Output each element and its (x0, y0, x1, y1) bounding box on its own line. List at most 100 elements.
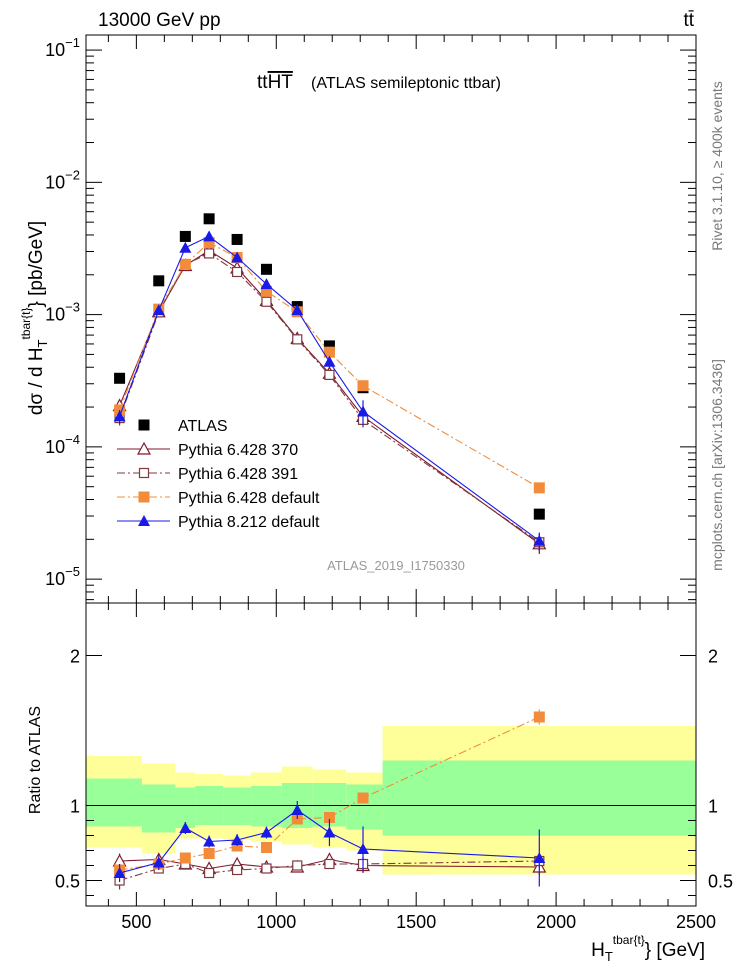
main-data-point (260, 263, 272, 275)
ratio-data-point (323, 826, 336, 838)
legend-label: Pythia 8.212 default (178, 514, 320, 531)
main-data-point (292, 334, 303, 345)
main-data-point (179, 230, 191, 242)
main-data-point (357, 405, 370, 417)
energy-label: 13000 GeV pp (98, 10, 221, 31)
main-panel: 10−1 10−2 10−3 10−4 10−5 ttHT (ATLAS semilep… (19, 34, 697, 604)
legend: ATLAS Pythia 6.428 370 Pythia 6.428 391 Pyt… (117, 418, 320, 531)
main-data-point (231, 233, 243, 245)
legend-item: Pythia 8.212 default (117, 514, 320, 531)
ratio-data-point (324, 858, 335, 870)
uncertainty-band-inner (175, 787, 196, 828)
main-data-point (260, 278, 273, 290)
x-tick-label: 1000 (256, 912, 296, 932)
x-tick-label: 2500 (676, 912, 716, 932)
ratio-data-point (260, 842, 272, 853)
legend-item: ATLAS (138, 418, 228, 435)
ratio-y-tick-label-right: 1 (708, 797, 718, 817)
legend-marker (136, 441, 152, 455)
ratio-series-line (119, 809, 540, 874)
ratio-data-point (204, 867, 215, 879)
main-data-point (204, 248, 215, 259)
ratio-panel: 0.5 0.51 12 2500 1000 1500 2000 2500 Ratio to A… (27, 602, 733, 964)
process-label: tt̄ (683, 10, 694, 31)
main-data-point (533, 508, 545, 520)
main-data-point (261, 296, 272, 307)
legend-marker (138, 467, 150, 479)
uncertainty-band-inner (141, 784, 176, 833)
x-axis-label: HTtbar{t}} [GeV] (591, 933, 705, 964)
ratio-data-point (203, 835, 216, 847)
main-data-point (114, 372, 126, 384)
plot-title-main: tt (257, 72, 268, 93)
uncertainty-band-inner (251, 786, 282, 827)
ratio-series-line (119, 860, 540, 882)
ratio-data-point (203, 848, 215, 859)
ratio-series-line (119, 858, 540, 870)
y-axis-label: dσ / d HTtbar{t}} [pb/GeV] (19, 221, 50, 415)
x-tick-label: 1500 (396, 912, 436, 932)
ratio-data-point (260, 826, 273, 838)
legend-label: Pythia 6.428 default (178, 490, 320, 507)
main-series-1 (112, 243, 547, 554)
ratio-data-point (323, 812, 335, 823)
ratio-series-3 (113, 801, 546, 887)
ratio-y-tick-label: 2 (70, 647, 80, 667)
ratio-frame (85, 602, 697, 907)
main-series-line (119, 252, 540, 543)
main-data-point (533, 482, 545, 494)
ratio-data-point (179, 822, 192, 833)
rivet-version-label: Rivet 3.1.10, ≥ 400k events (709, 81, 725, 251)
x-tick-label: 2000 (536, 912, 576, 932)
ratio-data-point (232, 864, 243, 876)
y-tick-label: 10−5 (45, 564, 80, 589)
legend-marker (138, 419, 150, 431)
y-tick-label: 10−3 (45, 300, 80, 325)
ratio-data-point (533, 711, 545, 723)
legend-marker (138, 515, 150, 526)
main-data-point (324, 369, 335, 381)
uncertainty-band-inner (382, 760, 696, 836)
main-data-point (152, 304, 165, 316)
main-data-point (323, 340, 335, 352)
plot-subtitle: (ATLAS semileptonic ttbar) (311, 75, 501, 92)
plot-title-overline: HT (268, 72, 294, 93)
ratio-y-tick-label: 1 (70, 797, 80, 817)
ratio-data-point (357, 843, 370, 854)
main-data-point (203, 237, 215, 249)
legend-label: ATLAS (178, 418, 228, 435)
ratio-data-point (179, 852, 191, 864)
main-data-point (113, 410, 126, 422)
main-data-point (153, 275, 165, 287)
ratio-data-point (231, 834, 244, 845)
main-data-point (533, 534, 546, 546)
uncertainty-band-inner (86, 778, 142, 827)
x-tick-label: 500 (121, 912, 151, 932)
main-data-point (203, 213, 215, 225)
legend-marker (138, 491, 150, 503)
main-series-line (119, 235, 540, 542)
main-data-point (357, 380, 369, 392)
analysis-tag: ATLAS_2019_I1750330 (327, 558, 465, 573)
main-data-point (323, 355, 336, 367)
ratio-y-tick-label-right: 0.5 (708, 872, 733, 892)
main-data-point (232, 266, 243, 278)
ratio-series-line (119, 716, 540, 871)
ratio-data-point (291, 804, 304, 815)
ratio-y-tick-label-right: 2 (708, 647, 718, 667)
ratio-data-point (292, 860, 303, 871)
main-data-point (203, 230, 216, 242)
y-tick-label: 10−1 (45, 35, 80, 60)
ratio-data-point (261, 863, 272, 874)
ratio-data-point (113, 867, 126, 878)
uncertainty-band-inner (223, 787, 252, 825)
main-series-line (119, 241, 540, 489)
ratio-y-axis-label: Ratio to ATLAS (27, 706, 44, 814)
main-data-point (260, 285, 272, 297)
source-label: mcplots.cern.ch [arXiv:1306.3436] (709, 359, 725, 571)
legend-item: Pythia 6.428 default (117, 490, 320, 507)
ratio-data-point (152, 856, 165, 868)
legend-item: Pythia 6.428 391 (117, 466, 298, 483)
legend-item: Pythia 6.428 370 (117, 441, 298, 459)
y-tick-label: 10−4 (45, 432, 80, 457)
